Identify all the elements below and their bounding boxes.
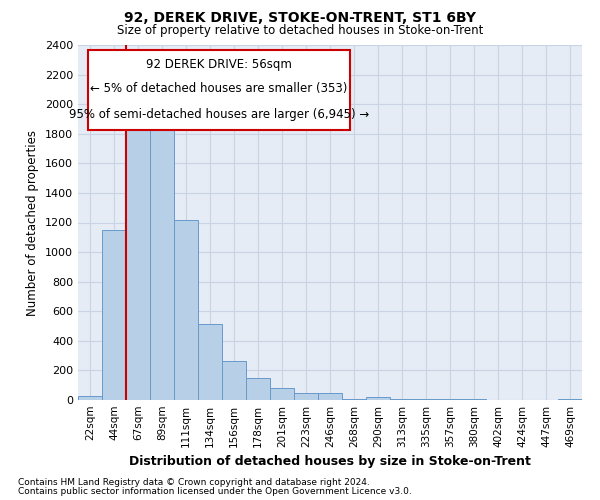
Text: ← 5% of detached houses are smaller (353): ← 5% of detached houses are smaller (353… <box>91 82 348 95</box>
Text: 92 DEREK DRIVE: 56sqm: 92 DEREK DRIVE: 56sqm <box>146 58 292 71</box>
Text: 92, DEREK DRIVE, STOKE-ON-TRENT, ST1 6BY: 92, DEREK DRIVE, STOKE-ON-TRENT, ST1 6BY <box>124 11 476 25</box>
Bar <box>366 396 390 400</box>
Bar <box>150 128 174 400</box>
Bar <box>294 392 318 400</box>
Text: 95% of semi-detached houses are larger (6,945) →: 95% of semi-detached houses are larger (… <box>69 108 369 120</box>
Bar <box>78 396 102 400</box>
Bar <box>126 112 150 400</box>
Bar <box>270 388 294 400</box>
Text: Contains HM Land Registry data © Crown copyright and database right 2024.: Contains HM Land Registry data © Crown c… <box>18 478 370 487</box>
Bar <box>318 394 342 400</box>
Y-axis label: Number of detached properties: Number of detached properties <box>26 130 40 316</box>
Text: Contains public sector information licensed under the Open Government Licence v3: Contains public sector information licen… <box>18 487 412 496</box>
Bar <box>174 220 198 400</box>
Bar <box>198 324 222 400</box>
Bar <box>558 399 582 400</box>
X-axis label: Distribution of detached houses by size in Stoke-on-Trent: Distribution of detached houses by size … <box>129 456 531 468</box>
Bar <box>222 361 246 400</box>
Bar <box>342 398 366 400</box>
Bar <box>102 230 126 400</box>
FancyBboxPatch shape <box>88 50 350 130</box>
Text: Size of property relative to detached houses in Stoke-on-Trent: Size of property relative to detached ho… <box>117 24 483 37</box>
Bar <box>246 378 270 400</box>
